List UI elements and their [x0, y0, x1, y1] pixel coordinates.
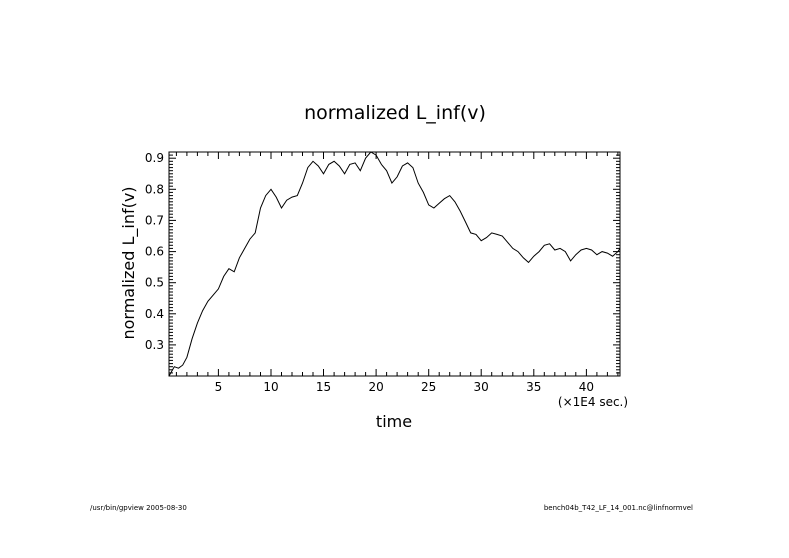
- y-tick-label: 0.5: [145, 276, 164, 290]
- footer-left: /usr/bin/gpview 2005-08-30: [90, 504, 187, 512]
- y-tick-label: 0.7: [145, 213, 164, 227]
- x-multiplier-label: (×1E4 sec.): [558, 395, 628, 409]
- y-tick-label: 0.6: [145, 245, 164, 259]
- x-tick-label: 25: [421, 380, 436, 394]
- chart-title: normalized L_inf(v): [304, 102, 486, 124]
- y-tick-labels: 0.3 0.4 0.5 0.6 0.7 0.8 0.9: [145, 151, 164, 352]
- y-tick-label: 0.3: [145, 338, 164, 352]
- axis-ticks: [169, 151, 620, 376]
- x-tick-label: 15: [316, 380, 331, 394]
- x-tick-label: 30: [474, 380, 489, 394]
- x-tick-label: 40: [579, 380, 594, 394]
- footer-right: bench04b_T42_LF_14_001.nc@linfnormvel: [544, 504, 693, 512]
- series-line: [168, 151, 621, 377]
- x-tick-label: 10: [263, 380, 278, 394]
- x-tick-label: 5: [215, 380, 223, 394]
- y-tick-label: 0.8: [145, 182, 164, 196]
- y-axis-label: normalized L_inf(v): [119, 186, 139, 339]
- x-tick-label: 20: [368, 380, 383, 394]
- x-axis-label: time: [376, 412, 412, 431]
- y-tick-label: 0.4: [145, 307, 164, 321]
- x-tick-labels: 5 10 15 20 25 30 35 40: [215, 380, 594, 394]
- x-tick-label: 35: [526, 380, 541, 394]
- y-tick-label: 0.9: [145, 151, 164, 165]
